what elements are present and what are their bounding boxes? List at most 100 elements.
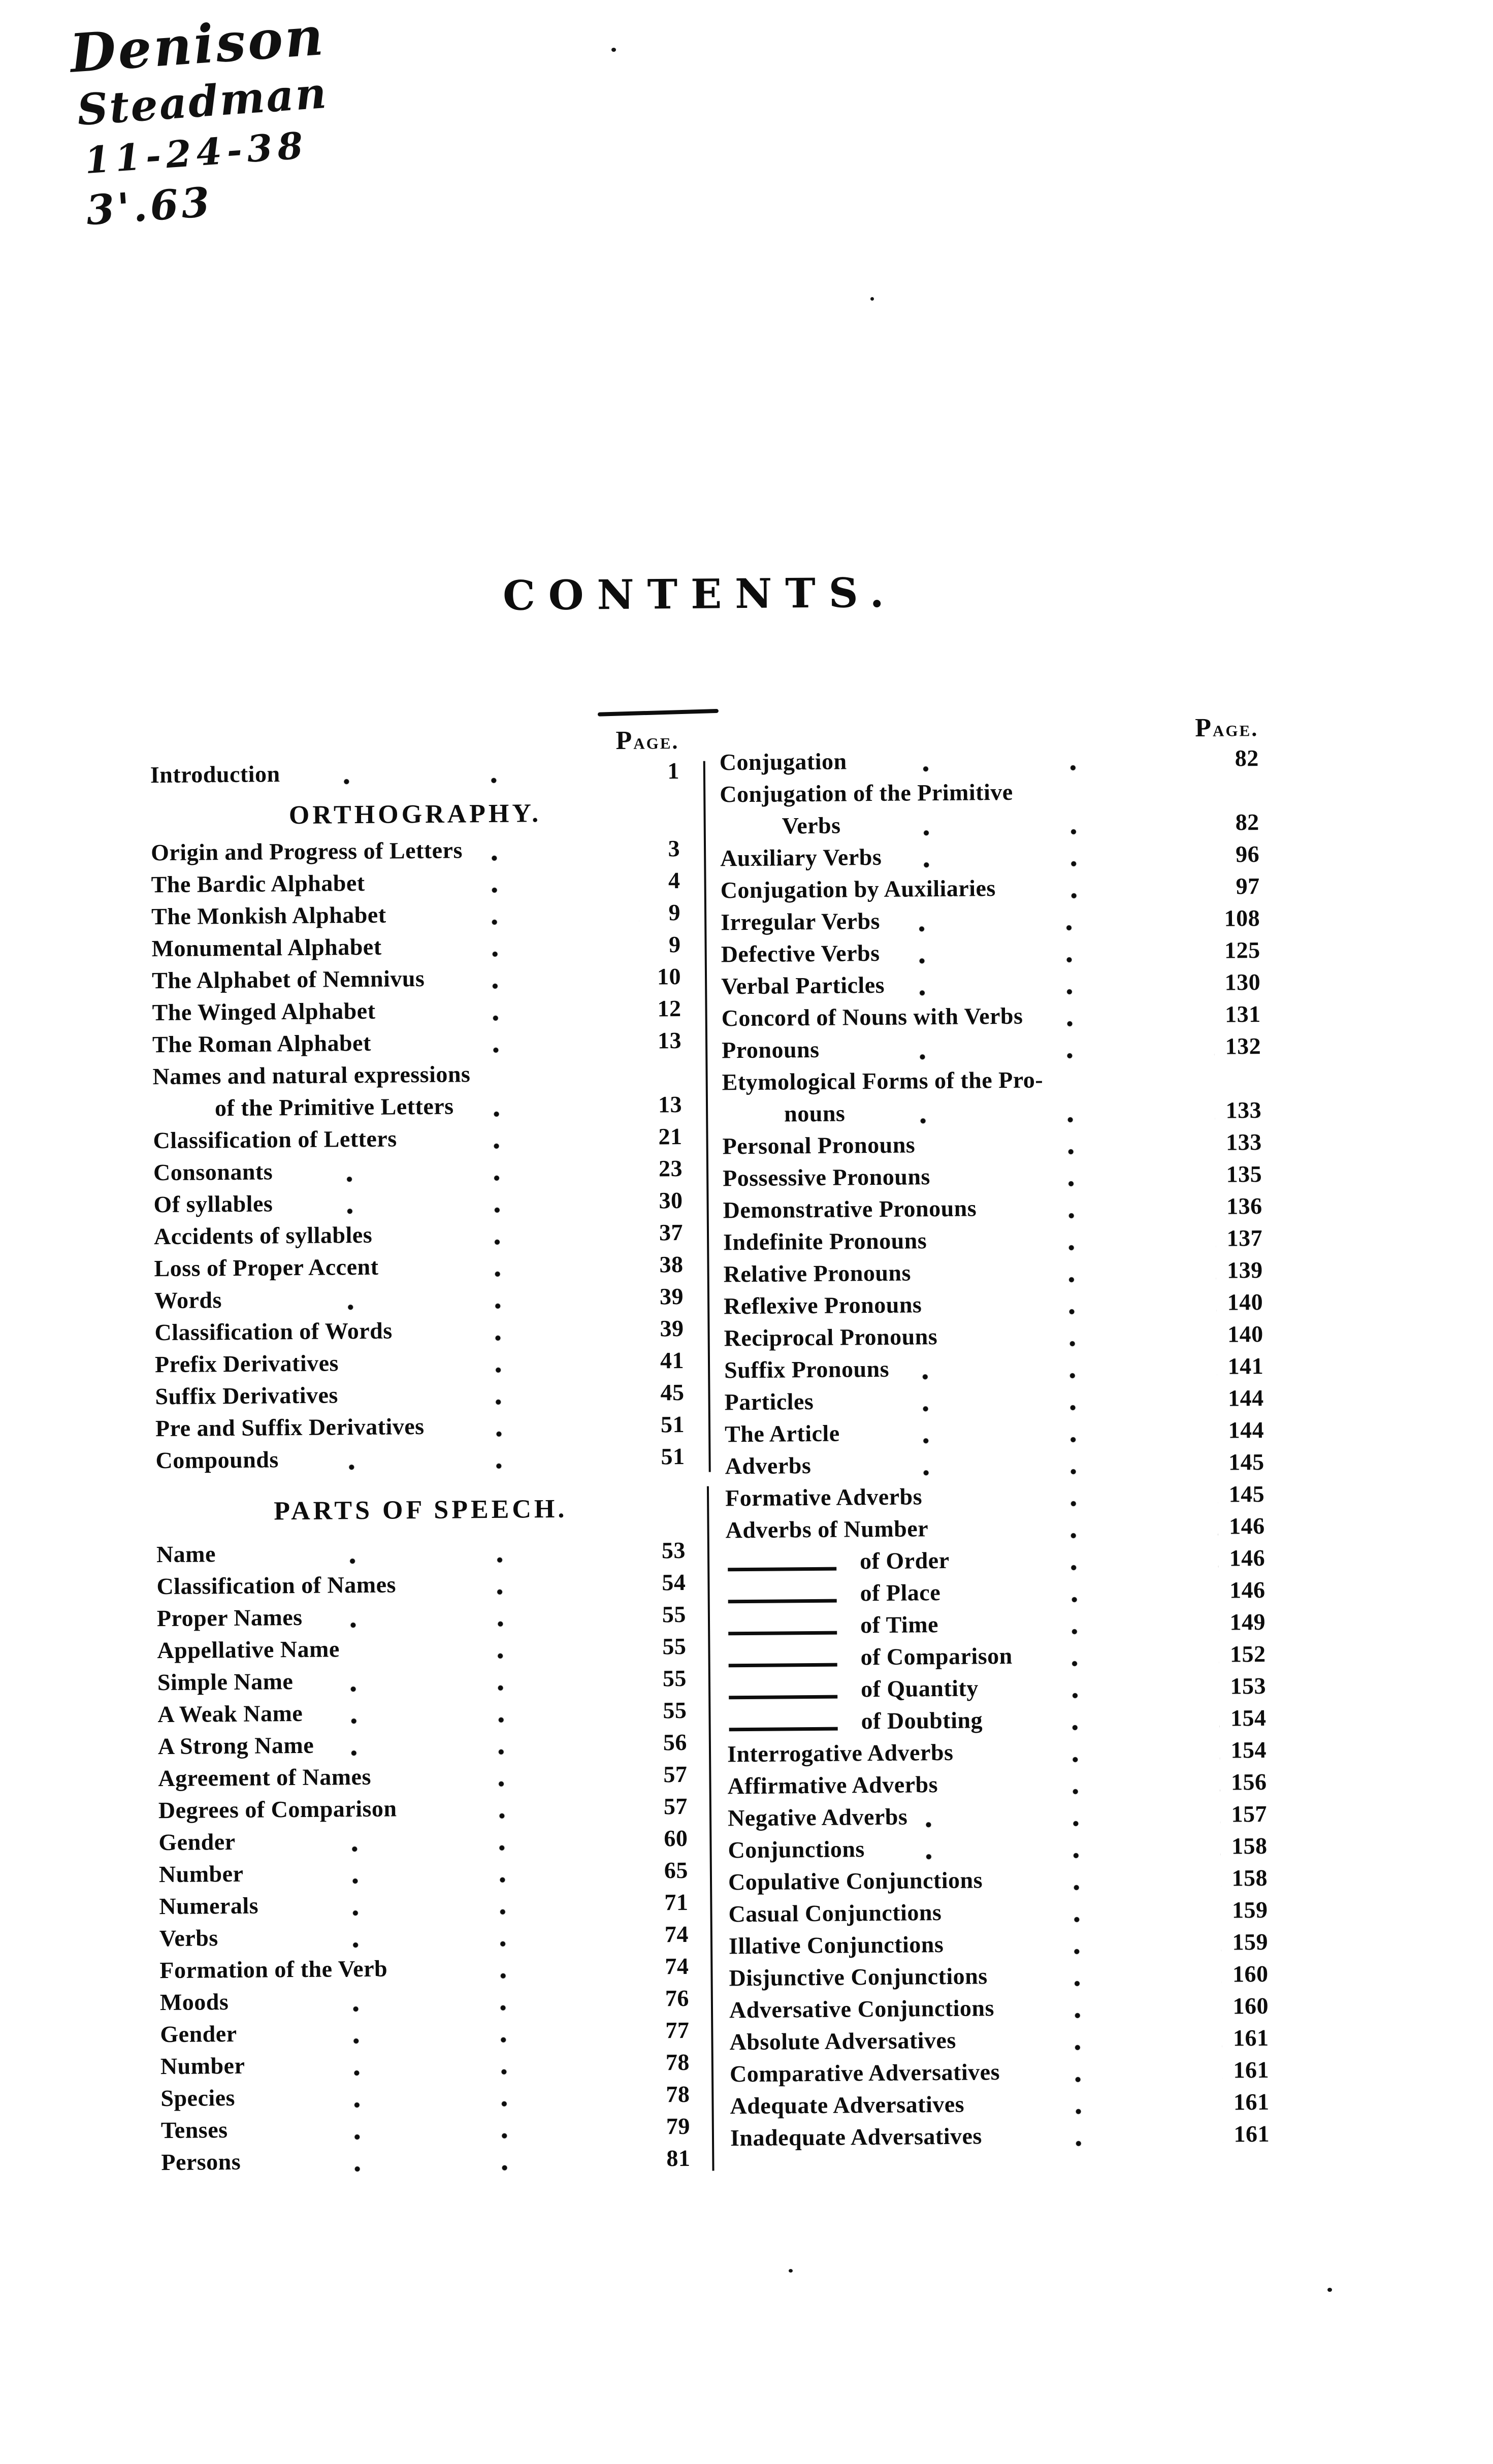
toc-entry-label: Particles xyxy=(724,1388,814,1415)
toc-entry: Etymological Forms of the Pro- xyxy=(722,1064,1261,1100)
dot-leader xyxy=(939,1499,1218,1508)
toc-entry-label: Indefinite Pronouns xyxy=(723,1227,927,1255)
toc-entry-page: 139 xyxy=(1226,1257,1263,1283)
toc-entry: Formative Adverbs 145 xyxy=(725,1480,1264,1516)
toc-entry-label: Gender xyxy=(158,1828,236,1856)
toc-entry-label: Comparative Adversatives xyxy=(729,2059,1000,2087)
toc-entry: Number 78 xyxy=(160,2049,690,2085)
toc-entry-label: Words xyxy=(154,1287,222,1314)
toc-entry: Accidents of syllables 37 xyxy=(154,1219,683,1255)
toc-entry-page: 135 xyxy=(1226,1161,1262,1187)
toc-entry-label: Verbs xyxy=(782,812,841,839)
toc-entry-label: The Winged Alphabet xyxy=(152,997,376,1026)
toc-entry-page: 13 xyxy=(658,1091,683,1118)
toc-entry-label: Loss of Proper Accent xyxy=(154,1253,379,1282)
toc-entry-label: Defective Verbs xyxy=(721,939,880,967)
dot-leader xyxy=(906,1371,1217,1380)
toc-entry: Auxiliary Verbs 96 xyxy=(720,840,1259,877)
toc-entry-page: 152 xyxy=(1229,1640,1266,1667)
toc-entry-page: 159 xyxy=(1232,1928,1269,1955)
toc-entry: Demonstrative Pronouns 136 xyxy=(723,1192,1262,1228)
toc-entry-page: 144 xyxy=(1227,1385,1264,1411)
dot-leader xyxy=(955,1339,1217,1348)
dot-leader xyxy=(382,886,639,894)
dot-leader xyxy=(296,1462,643,1471)
toc-entry-label: Prefix Derivatives xyxy=(154,1350,339,1378)
dot-leader xyxy=(396,1270,642,1278)
toc-entry: Particles 144 xyxy=(724,1384,1263,1420)
toc-entry: Reflexive Pronouns 140 xyxy=(724,1288,1263,1324)
toc-entry: Reciprocal Pronouns 140 xyxy=(724,1320,1263,1356)
dot-leader xyxy=(1040,1019,1214,1027)
toc-entry: Relative Pronouns 139 xyxy=(723,1256,1262,1292)
dot-leader xyxy=(928,1275,1216,1284)
section-heading: PARTS OF SPEECH. xyxy=(274,1494,568,1526)
dot-leader xyxy=(262,2067,648,2077)
toc-entry-page: 45 xyxy=(660,1379,685,1406)
dot-leader xyxy=(994,1211,1216,1220)
dot-leader xyxy=(1000,1723,1220,1732)
toc-entry: Words 39 xyxy=(154,1283,684,1319)
toc-entry: A Strong Name 56 xyxy=(158,1729,687,1765)
toc-entry: Classification of Names 54 xyxy=(156,1569,686,1605)
dot-leader xyxy=(331,1747,646,1757)
dot-leader xyxy=(836,1051,1214,1061)
dot-leader xyxy=(970,1755,1220,1764)
toc-entry-label: Possessive Pronouns xyxy=(722,1163,931,1191)
toc-entry: Inadequate Adversatives 161 xyxy=(730,2120,1270,2156)
toc-entry: Verbal Particles 130 xyxy=(721,968,1260,1004)
dot-leader xyxy=(356,1651,645,1661)
toc-entry-label: Formative Adverbs xyxy=(725,1483,923,1511)
dot-leader xyxy=(955,1787,1220,1796)
toc-entry: Disjunctive Conjunctions 160 xyxy=(729,1960,1268,1996)
toc-entry: of Time 149 xyxy=(726,1608,1265,1644)
toc-entry: of Comparison 152 xyxy=(726,1640,1266,1676)
toc-entry: of Order 146 xyxy=(726,1544,1265,1580)
toc-entry-page: 108 xyxy=(1224,905,1260,931)
toc-entry: Name 53 xyxy=(156,1537,686,1573)
toc-entry-page: 136 xyxy=(1226,1193,1262,1219)
toc-entry-page: 78 xyxy=(665,2049,690,2076)
column-divider-rule xyxy=(706,1486,715,2171)
toc-entry-page: 57 xyxy=(663,1761,688,1788)
dot-leader xyxy=(902,987,1214,996)
toc-entry-label: Absolute Adversatives xyxy=(729,2027,956,2055)
toc-entry-label: The Roman Alphabet xyxy=(152,1029,372,1058)
toc-entry-page: 161 xyxy=(1233,2088,1270,2115)
toc-entry-label: Copulative Conjunctions xyxy=(728,1867,983,1895)
toc-entry-page: 156 xyxy=(1230,1768,1267,1795)
toc-entry: Verbs 74 xyxy=(159,1921,689,1957)
toc-entry-page: 158 xyxy=(1231,1864,1268,1891)
toc-entry-page: 30 xyxy=(659,1187,683,1214)
toc-entry-label: Numerals xyxy=(159,1892,259,1920)
toc-entry-label: Affirmative Adverbs xyxy=(727,1771,938,1799)
dot-leader xyxy=(413,1587,644,1596)
toc-entry-label: Etymological Forms of the Pro- xyxy=(722,1066,1044,1095)
toc-entry-page: 157 xyxy=(1231,1800,1268,1827)
toc-entry-page: 132 xyxy=(1225,1033,1261,1059)
dot-leader xyxy=(233,1555,644,1565)
toc-entry: Formation of the Verb 74 xyxy=(159,1953,689,1989)
toc-entry-label: of Order xyxy=(859,1547,950,1574)
toc-entry: Adequate Adversatives 161 xyxy=(730,2088,1269,2124)
dot-leader xyxy=(995,1691,1219,1700)
toc-entry-page: 38 xyxy=(659,1251,684,1278)
toc-entry-page: 41 xyxy=(660,1347,685,1374)
toc-entry-label: Adverbs xyxy=(725,1452,812,1479)
toc-entry-label: Persons xyxy=(161,2148,241,2176)
toc-entry: Conjugation of the Primitive xyxy=(720,776,1259,813)
toc-entry: Prefix Derivatives 41 xyxy=(155,1347,684,1383)
dot-leader xyxy=(944,1243,1216,1252)
toc-entry: Persons 81 xyxy=(161,2145,690,2181)
page-column-header: Page. xyxy=(615,726,679,755)
toc-entry-page: 146 xyxy=(1229,1576,1265,1603)
dot-leader xyxy=(290,1174,641,1183)
dot-leader xyxy=(320,1715,645,1725)
ditto-dash xyxy=(729,1727,838,1732)
toc-entry-page: 154 xyxy=(1230,1704,1267,1731)
dot-leader xyxy=(388,1046,640,1054)
toc-entry: Moods 76 xyxy=(160,1985,689,2021)
toc-entry: Conjunctions 158 xyxy=(728,1832,1267,1868)
dot-leader xyxy=(442,982,640,990)
toc-entry-page: 54 xyxy=(662,1569,686,1596)
